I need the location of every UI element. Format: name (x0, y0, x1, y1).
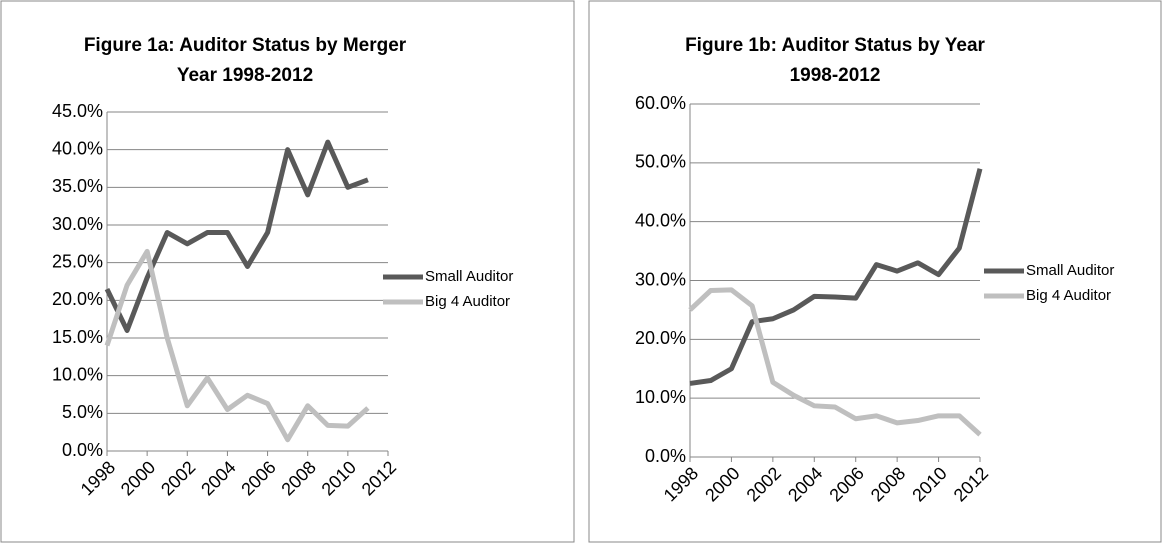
series-line (104, 248, 370, 443)
y-tick-label: 5.0% (62, 402, 103, 422)
legend-label: Small Auditor (1026, 262, 1114, 279)
legend-label: Big 4 Auditor (1026, 287, 1111, 304)
x-tick-label: 2012 (950, 463, 992, 505)
x-tick-label: 2010 (908, 463, 950, 505)
chart-title: 1998-2012 (790, 65, 881, 86)
x-tick-label: 2000 (701, 463, 743, 505)
x-tick-label: 2002 (157, 457, 199, 499)
x-tick-label: 1998 (660, 463, 702, 505)
x-tick-label: 2002 (743, 463, 785, 505)
y-tick-label: 20.0% (635, 328, 686, 348)
x-tick-label: 2008 (867, 463, 909, 505)
series-line (688, 287, 982, 437)
legend-label: Small Auditor (425, 268, 513, 285)
x-tick-label: 2000 (117, 457, 159, 499)
x-tick-label: 2004 (784, 463, 826, 505)
y-tick-label: 40.0% (635, 210, 686, 230)
y-tick-label: 50.0% (635, 152, 686, 172)
y-tick-label: 30.0% (52, 214, 103, 234)
x-tick-label: 2012 (358, 457, 400, 499)
y-tick-label: 30.0% (635, 269, 686, 289)
y-tick-label: 0.0% (62, 440, 103, 460)
y-tick-label: 20.0% (52, 289, 103, 309)
chart-title: Figure 1a: Auditor Status by Merger (84, 35, 407, 56)
y-tick-label: 35.0% (52, 176, 103, 196)
y-tick-label: 60.0% (635, 93, 686, 113)
chart-title: Year 1998-2012 (177, 65, 313, 86)
y-tick-label: 45.0% (52, 101, 103, 121)
y-tick-label: 15.0% (52, 327, 103, 347)
x-tick-label: 2006 (825, 463, 867, 505)
y-tick-label: 10.0% (52, 364, 103, 384)
y-tick-label: 0.0% (645, 446, 686, 466)
y-tick-label: 40.0% (52, 138, 103, 158)
chart-title: Figure 1b: Auditor Status by Year (685, 35, 985, 56)
x-tick-label: 1998 (77, 457, 119, 499)
panel-border (0, 0, 575, 543)
legend-label: Big 4 Auditor (425, 293, 510, 310)
series-line (104, 139, 369, 333)
series-line (689, 168, 983, 386)
x-tick-label: 2008 (277, 457, 319, 499)
x-tick-label: 2004 (197, 457, 239, 499)
x-tick-label: 2010 (318, 457, 360, 499)
panel-border (588, 0, 1162, 543)
x-tick-label: 2006 (237, 457, 279, 499)
y-tick-label: 25.0% (52, 251, 103, 271)
y-tick-label: 10.0% (635, 387, 686, 407)
